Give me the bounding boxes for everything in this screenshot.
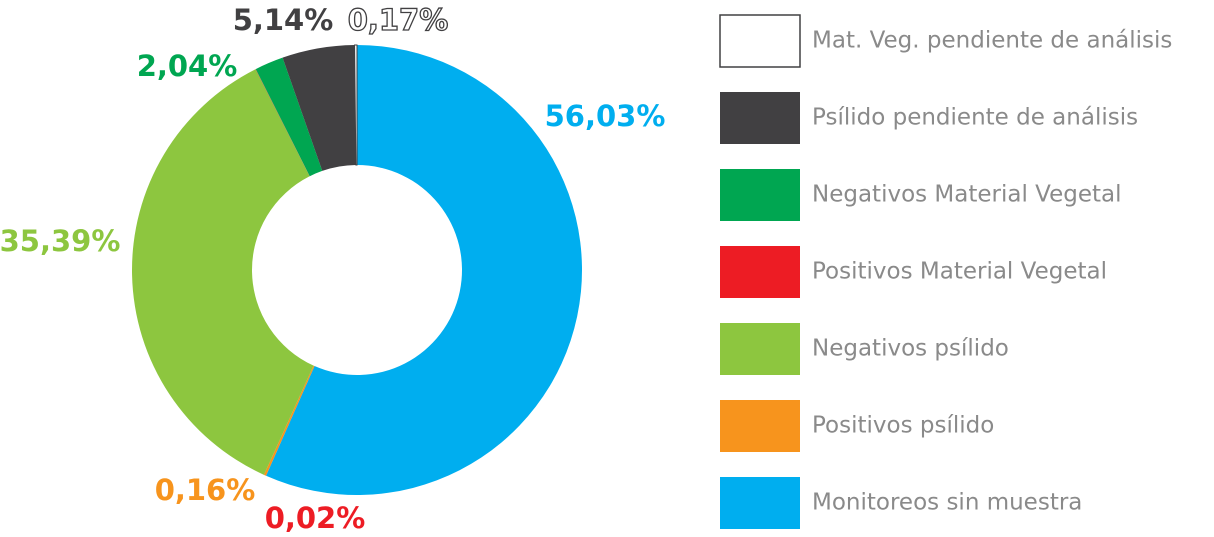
legend-swatch — [720, 400, 800, 452]
value-label: 0,17% — [348, 3, 449, 37]
legend-swatch — [720, 246, 800, 298]
legend-label: Negativos psílido — [812, 336, 1009, 362]
legend-swatch — [720, 169, 800, 221]
donut-slice — [354, 44, 358, 166]
legend-label: Positivos psílido — [812, 413, 994, 439]
legend-label: Mat. Veg. pendiente de análisis — [812, 28, 1172, 54]
legend-label: Positivos Material Vegetal — [812, 259, 1107, 285]
value-label: 5,14% — [233, 3, 334, 37]
donut-slice — [282, 45, 356, 171]
value-label: 35,39% — [0, 224, 120, 258]
legend-swatch — [720, 92, 800, 144]
legend-swatch — [720, 477, 800, 529]
donut-slice — [266, 45, 583, 496]
legend-label: Monitoreos sin muestra — [812, 490, 1082, 516]
legend-swatch — [719, 14, 801, 68]
legend-label: Negativos Material Vegetal — [812, 182, 1122, 208]
donut-slice — [255, 57, 323, 177]
value-label: 56,03% — [545, 99, 666, 133]
donut-slice — [255, 69, 310, 177]
donut-slice — [132, 69, 314, 475]
value-label: 0,02% — [265, 501, 366, 535]
value-label: 2,04% — [137, 49, 238, 83]
legend-label: Psílido pendiente de análisis — [812, 105, 1138, 131]
donut-slice — [263, 365, 315, 476]
legend-swatch — [720, 323, 800, 375]
value-label: 0,16% — [155, 473, 256, 507]
